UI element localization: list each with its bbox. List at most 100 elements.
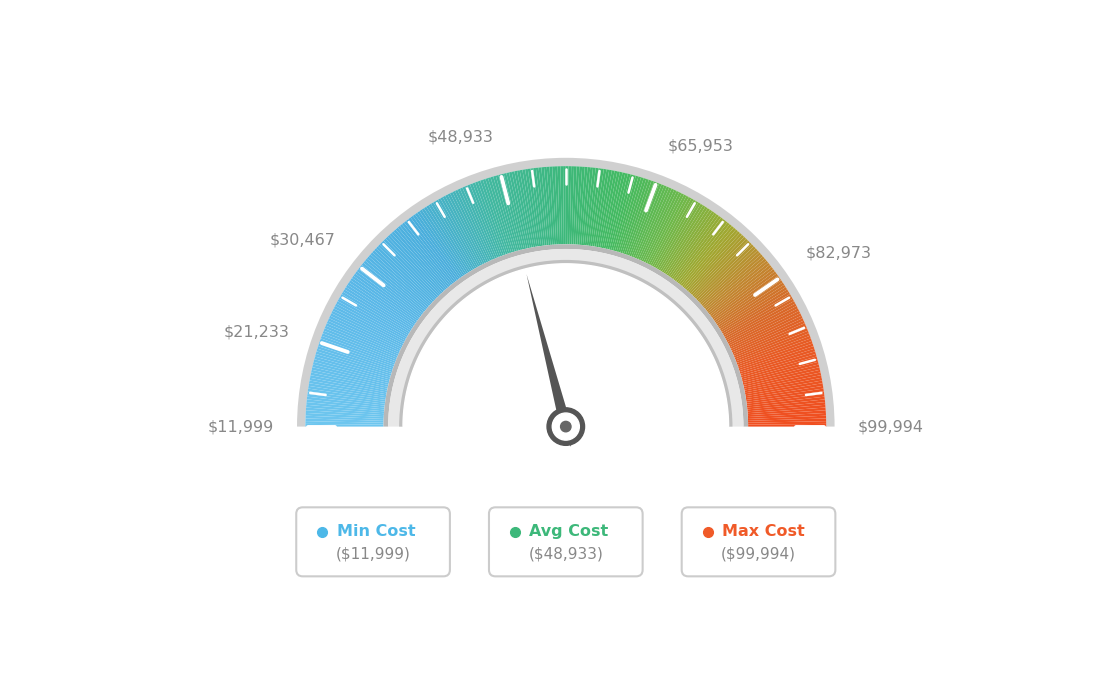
Wedge shape — [720, 287, 787, 331]
Polygon shape — [527, 274, 572, 446]
Wedge shape — [555, 166, 560, 244]
Wedge shape — [522, 169, 538, 247]
Wedge shape — [362, 263, 424, 313]
Wedge shape — [315, 357, 390, 380]
Wedge shape — [374, 248, 433, 303]
Wedge shape — [400, 224, 452, 286]
Wedge shape — [306, 421, 383, 424]
Wedge shape — [730, 313, 802, 349]
Wedge shape — [747, 411, 826, 417]
Wedge shape — [332, 308, 403, 346]
Wedge shape — [509, 172, 528, 248]
Wedge shape — [404, 221, 454, 284]
Wedge shape — [440, 197, 479, 267]
Wedge shape — [561, 166, 564, 244]
Wedge shape — [617, 177, 641, 252]
Wedge shape — [612, 175, 634, 250]
Wedge shape — [705, 259, 766, 310]
Wedge shape — [662, 205, 705, 273]
Wedge shape — [312, 362, 390, 383]
Text: Max Cost: Max Cost — [722, 524, 805, 540]
Wedge shape — [331, 310, 403, 347]
Wedge shape — [359, 267, 422, 316]
Wedge shape — [486, 178, 511, 253]
Text: ($48,933): ($48,933) — [529, 546, 603, 562]
Wedge shape — [657, 201, 699, 270]
Wedge shape — [352, 276, 417, 322]
Wedge shape — [544, 167, 552, 245]
Wedge shape — [473, 182, 502, 257]
Wedge shape — [353, 273, 418, 321]
Wedge shape — [744, 375, 821, 393]
Wedge shape — [426, 205, 469, 273]
Wedge shape — [577, 167, 585, 245]
Wedge shape — [731, 316, 803, 351]
Wedge shape — [693, 241, 750, 297]
Wedge shape — [326, 323, 399, 356]
FancyBboxPatch shape — [489, 507, 643, 576]
Wedge shape — [679, 222, 730, 285]
Wedge shape — [317, 346, 392, 372]
Wedge shape — [348, 282, 414, 327]
Wedge shape — [475, 181, 505, 256]
Wedge shape — [698, 246, 755, 302]
Text: Avg Cost: Avg Cost — [529, 524, 608, 540]
Text: ($11,999): ($11,999) — [336, 546, 411, 562]
Wedge shape — [667, 210, 712, 276]
Wedge shape — [700, 250, 760, 304]
Wedge shape — [641, 190, 677, 262]
Wedge shape — [598, 170, 615, 248]
Wedge shape — [428, 204, 471, 272]
Wedge shape — [400, 260, 732, 426]
Wedge shape — [599, 170, 617, 248]
Wedge shape — [742, 359, 818, 382]
Wedge shape — [747, 413, 826, 419]
Wedge shape — [713, 273, 778, 321]
Wedge shape — [594, 169, 609, 247]
Wedge shape — [694, 242, 752, 299]
Wedge shape — [606, 172, 625, 249]
Wedge shape — [306, 408, 384, 415]
Wedge shape — [310, 375, 388, 393]
Wedge shape — [306, 405, 384, 413]
Wedge shape — [541, 167, 551, 245]
Wedge shape — [344, 287, 412, 331]
Wedge shape — [567, 166, 571, 244]
Text: $11,999: $11,999 — [208, 419, 274, 434]
Wedge shape — [741, 351, 816, 376]
Wedge shape — [360, 265, 423, 315]
Wedge shape — [371, 253, 431, 306]
Wedge shape — [696, 244, 754, 300]
Wedge shape — [382, 241, 438, 297]
Wedge shape — [737, 341, 813, 368]
Wedge shape — [322, 331, 396, 362]
Wedge shape — [333, 306, 404, 344]
Wedge shape — [593, 169, 606, 246]
Wedge shape — [747, 402, 826, 411]
Wedge shape — [470, 184, 500, 257]
Wedge shape — [315, 354, 391, 377]
Wedge shape — [422, 208, 467, 275]
Wedge shape — [496, 175, 519, 251]
Wedge shape — [411, 216, 458, 280]
Wedge shape — [372, 250, 432, 304]
Wedge shape — [749, 418, 826, 423]
Wedge shape — [665, 208, 710, 275]
Wedge shape — [580, 167, 587, 245]
Wedge shape — [708, 263, 769, 313]
Wedge shape — [465, 186, 497, 259]
Wedge shape — [743, 367, 820, 387]
Wedge shape — [306, 413, 384, 419]
Wedge shape — [701, 253, 761, 306]
Wedge shape — [602, 171, 620, 248]
Text: $30,467: $30,467 — [269, 233, 336, 248]
Wedge shape — [747, 408, 826, 415]
Wedge shape — [316, 351, 391, 376]
Wedge shape — [724, 297, 793, 337]
Wedge shape — [550, 166, 556, 245]
Wedge shape — [640, 188, 675, 261]
Wedge shape — [707, 261, 768, 312]
Wedge shape — [732, 318, 804, 353]
Wedge shape — [736, 336, 810, 365]
Wedge shape — [320, 338, 394, 366]
